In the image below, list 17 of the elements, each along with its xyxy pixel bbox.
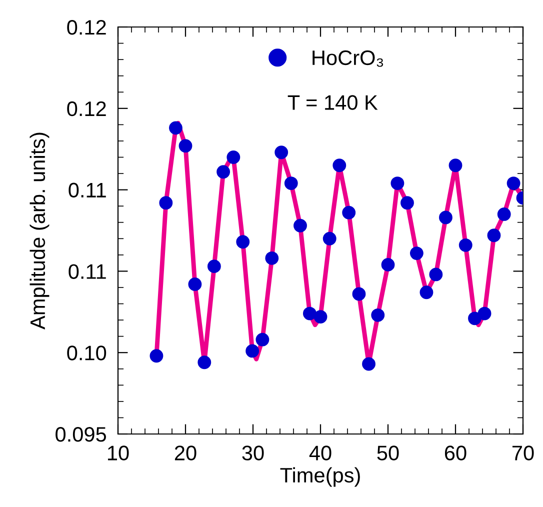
x-tick-label: 60 [444,446,466,460]
x-tick-label: 10 [108,446,129,460]
x-tick-label: 20 [174,446,196,460]
x-tick-label: 40 [309,446,332,460]
x-tick-label: 30 [242,446,264,460]
text: 0.095 [56,427,106,442]
y-tick-label: 0.10 [67,346,106,360]
y-axis-title: Amplitude (arb. units) [30,132,50,330]
x-tick-label: 50 [377,446,399,460]
annotation: T = 140 K [288,95,378,110]
y-tick-label: 0.11 [68,264,106,279]
y-tick-label: 0.12 [67,20,106,35]
legend-label: HoCrO₃ [312,50,384,67]
x-axis-title: Time(ps) [280,467,360,487]
y-tick-label: 0.12 [67,101,106,116]
y-tick-label: 0.11 [68,182,106,198]
x-tick-label: 70 [512,446,534,460]
